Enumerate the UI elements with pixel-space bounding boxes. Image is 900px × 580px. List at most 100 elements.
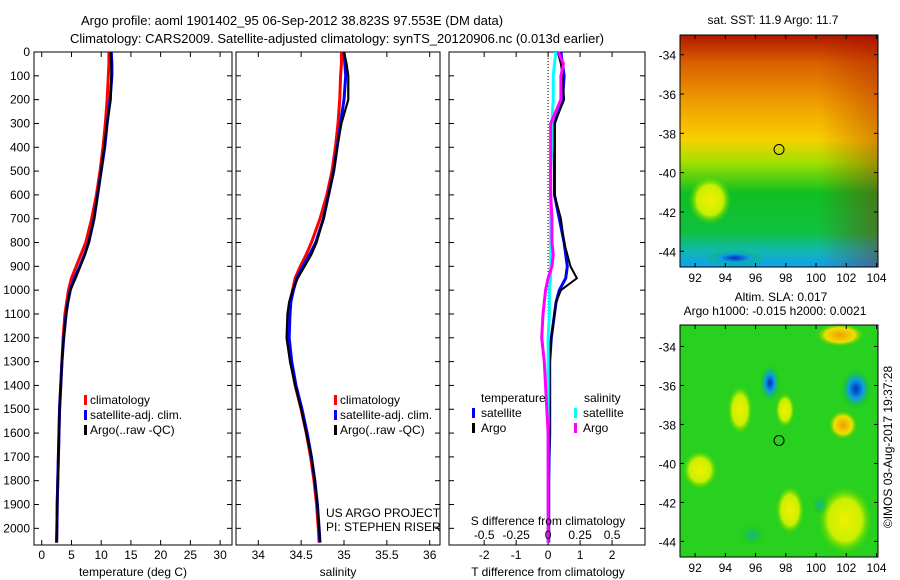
legend-title-temperature: temperature bbox=[481, 391, 546, 405]
sla-high bbox=[828, 410, 858, 440]
y-tick-label: 1500 bbox=[3, 402, 30, 416]
map-frame bbox=[679, 34, 879, 268]
y-tick-label: 1100 bbox=[4, 307, 30, 321]
legend-swatch bbox=[334, 425, 337, 435]
lon-tick-label: 92 bbox=[688, 271, 702, 285]
legend-label: satellite-adj. clim. bbox=[340, 408, 432, 422]
panel-frame bbox=[235, 51, 441, 546]
sla-high bbox=[775, 485, 805, 535]
x-tick-label: 35.5 bbox=[375, 548, 399, 562]
legend-label: climatology bbox=[90, 393, 150, 407]
lat-tick-label: -42 bbox=[659, 206, 677, 220]
x-axis-label: salinity bbox=[320, 565, 357, 579]
legend-swatch bbox=[574, 423, 577, 433]
y-tick-label: 1700 bbox=[3, 450, 30, 464]
sla-low bbox=[740, 525, 764, 545]
y-tick-label: 1400 bbox=[3, 378, 30, 392]
y-tick-label: 400 bbox=[10, 140, 30, 154]
lon-tick-label: 94 bbox=[719, 561, 733, 575]
y-tick-label: 1000 bbox=[3, 283, 30, 297]
legend-swatch bbox=[84, 410, 87, 420]
sla-high bbox=[817, 485, 873, 555]
y-tick-label: 1600 bbox=[3, 426, 30, 440]
s-tick-label: 0.5 bbox=[604, 528, 621, 542]
x-tick-label: -1 bbox=[511, 548, 522, 562]
sla-high bbox=[815, 323, 865, 347]
lat-tick-label: -34 bbox=[659, 49, 677, 63]
profile-line bbox=[285, 51, 350, 543]
profile-panels: 0 5 10 15 20 25 300100200300400500600700800900… bbox=[3, 45, 646, 579]
title-line-2: Climatology: CARS2009. Satellite-adjuste… bbox=[70, 31, 604, 46]
profile-line bbox=[286, 52, 343, 543]
argo-location-marker bbox=[773, 143, 785, 155]
map-axes: 92 94 96 98 100 102 104 -34 -36 -38 -40 -42 -44 92 94 9… bbox=[659, 34, 887, 575]
diff-line bbox=[540, 51, 566, 543]
lon-tick-label: 100 bbox=[806, 271, 826, 285]
s-tick-label: -0.25 bbox=[502, 528, 530, 542]
y-tick-label: 1900 bbox=[3, 498, 30, 512]
panel-frame bbox=[448, 51, 646, 546]
lat-tick-label: -36 bbox=[659, 88, 677, 102]
legend-label: Argo bbox=[481, 421, 507, 435]
x-axis-label: temperature (deg C) bbox=[79, 565, 187, 579]
y-tick-label: 1800 bbox=[3, 474, 30, 488]
sla-high bbox=[727, 385, 753, 435]
lat-tick-label: -38 bbox=[659, 418, 677, 432]
lat-tick-label: -38 bbox=[659, 127, 677, 141]
lon-tick-label: 92 bbox=[688, 561, 702, 575]
sla-map-title: Altim. SLA: 0.017 bbox=[735, 290, 828, 304]
lon-tick-label: 94 bbox=[719, 271, 733, 285]
lon-tick-label: 98 bbox=[779, 271, 793, 285]
legend-swatch bbox=[84, 425, 87, 435]
legend-label: satellite-adj. clim. bbox=[90, 408, 182, 422]
lon-tick-label: 100 bbox=[806, 561, 826, 575]
t-axis-label: T difference from climatology bbox=[471, 565, 625, 579]
y-tick-label: 1200 bbox=[3, 331, 30, 345]
s-tick-label: -0.5 bbox=[474, 528, 495, 542]
s-tick-label: 0 bbox=[545, 528, 552, 542]
sst-warm-patch bbox=[688, 175, 732, 225]
x-tick-label: 36 bbox=[423, 548, 437, 562]
credit-text: ©IMOS 03-Aug-2017 19:37:28 bbox=[881, 366, 895, 529]
lon-tick-label: 104 bbox=[866, 561, 886, 575]
y-tick-label: 700 bbox=[10, 212, 30, 226]
y-tick-label: 600 bbox=[10, 188, 30, 202]
legend-label: Argo(..raw -QC) bbox=[340, 423, 425, 437]
lon-tick-label: 102 bbox=[836, 271, 856, 285]
y-tick-label: 2000 bbox=[3, 521, 30, 535]
legend-title-salinity: salinity bbox=[584, 391, 621, 405]
legend-label: climatology bbox=[340, 393, 400, 407]
x-tick-label: 30 bbox=[213, 548, 227, 562]
y-tick-label: 500 bbox=[10, 164, 30, 178]
sst-map-axes: 92 94 96 98 100 102 104 -34 -36 -38 -40 -42 -44 bbox=[659, 34, 887, 285]
x-tick-label: 2 bbox=[609, 548, 616, 562]
x-tick-label: 0 bbox=[545, 548, 552, 562]
sla-map: Altim. SLA: 0.017 Argo h1000: -0.015 h20… bbox=[680, 290, 878, 557]
profile-line bbox=[55, 51, 113, 543]
x-tick-label: 10 bbox=[95, 548, 109, 562]
lon-tick-label: 104 bbox=[866, 271, 886, 285]
legend-label: Argo bbox=[583, 421, 609, 435]
lon-tick-label: 96 bbox=[749, 561, 763, 575]
lon-tick-label: 96 bbox=[749, 271, 763, 285]
x-tick-label: 1 bbox=[577, 548, 584, 562]
legend-swatch bbox=[472, 423, 475, 433]
panel-salinity: 34 34.5 35 35.5 36 salinity climatologysatelli… bbox=[235, 51, 441, 579]
lat-tick-label: -34 bbox=[659, 340, 677, 354]
title-line-1: Argo profile: aoml 1901402_95 06-Sep-201… bbox=[81, 13, 503, 28]
lat-tick-label: -40 bbox=[659, 457, 677, 471]
lon-tick-label: 102 bbox=[836, 561, 856, 575]
pi-label: PI: STEPHEN RISER bbox=[326, 520, 441, 534]
sla-map-subtitle: Argo h1000: -0.015 h2000: 0.0021 bbox=[684, 304, 867, 318]
profile-line bbox=[55, 51, 114, 543]
sla-low bbox=[760, 365, 780, 401]
lat-tick-label: -44 bbox=[659, 535, 677, 549]
lon-tick-label: 98 bbox=[779, 561, 793, 575]
legend-swatch bbox=[334, 395, 337, 405]
x-tick-label: 34 bbox=[252, 548, 266, 562]
sst-field-warm-overlay bbox=[680, 35, 878, 267]
sla-map-axes: 92 94 96 98 100 102 104 -34 -36 -38 -40 -42 -44 bbox=[659, 324, 887, 575]
x-tick-label: -2 bbox=[479, 548, 490, 562]
